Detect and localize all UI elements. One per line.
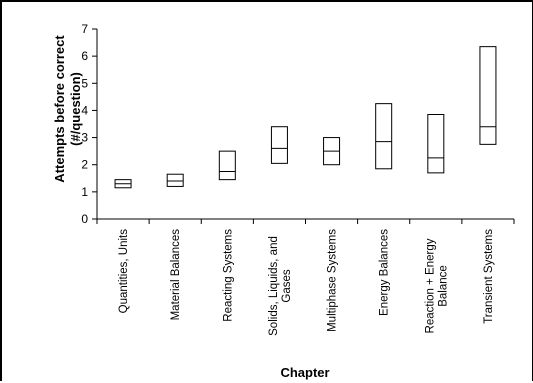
category-labels: Quantities, Units Material Balances Reacti… xyxy=(118,229,495,336)
y-tick-label: 0 xyxy=(81,212,88,226)
category-label-line: Quantities, Units xyxy=(118,229,130,314)
box-rect xyxy=(218,150,236,181)
box-3 xyxy=(218,150,236,181)
y-tick-label: 2 xyxy=(81,158,88,172)
box-rect xyxy=(479,46,497,145)
box-rect xyxy=(270,126,288,164)
category-label-line: Multiphase Systems xyxy=(327,229,339,332)
category-label-line: Material Balances xyxy=(170,229,182,321)
category-label: Energy Balances xyxy=(379,229,391,316)
x-axis-title: Chapter xyxy=(280,365,329,380)
y-tick-label: 4 xyxy=(81,103,88,117)
category-label-line: Gases xyxy=(281,269,293,302)
category-label-line: Balance xyxy=(437,265,449,307)
box-7 xyxy=(427,114,445,174)
category-label-line: Reacting Systems xyxy=(222,229,234,322)
box-2 xyxy=(166,173,184,187)
category-label: Material Balances xyxy=(170,229,182,321)
y-tick-label: 3 xyxy=(81,131,88,145)
box-6 xyxy=(375,103,393,170)
boxes xyxy=(114,46,497,189)
box-8 xyxy=(479,46,497,145)
y-tick-label: 1 xyxy=(81,185,88,199)
category-label-line: Energy Balances xyxy=(379,229,391,316)
category-label: Multiphase Systems xyxy=(327,229,339,332)
box-4 xyxy=(270,126,288,164)
y-tick-label: 6 xyxy=(81,49,88,63)
x-axis xyxy=(96,218,515,224)
category-label: Solids, Liquids, and Gases xyxy=(268,236,293,336)
category-label-line: Reaction + Energy xyxy=(424,238,436,333)
box-1 xyxy=(114,179,132,189)
category-label-line: Transient Systems xyxy=(483,229,495,324)
category-label: Quantities, Units xyxy=(118,229,130,314)
y-axis-title: Attempts before correct (#/question) xyxy=(52,35,83,183)
category-label: Reacting Systems xyxy=(222,229,234,322)
category-label: Transient Systems xyxy=(483,229,495,324)
y-tick-label: 7 xyxy=(81,22,88,36)
box-rect xyxy=(166,173,184,187)
box-5 xyxy=(323,137,341,166)
category-label: Reaction + Energy Balance xyxy=(424,238,449,333)
y-axis-title-line-1: Attempts before correct xyxy=(52,35,67,183)
y-axis-title-line-2: (#/question) xyxy=(68,72,83,146)
category-label-line: Solids, Liquids, and xyxy=(268,236,280,336)
y-tick-label: 5 xyxy=(81,76,88,90)
box-rect xyxy=(375,103,393,170)
box-rect xyxy=(427,114,445,174)
y-axis: 0 1 2 3 4 5 6 7 xyxy=(81,22,98,226)
